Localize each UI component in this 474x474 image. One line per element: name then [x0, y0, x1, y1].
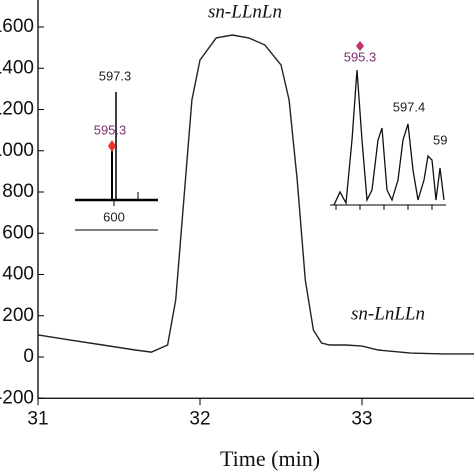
- inset-label: 597.3: [99, 68, 132, 83]
- y-tick-label: 1600: [0, 16, 34, 37]
- line: [37, 34, 474, 355]
- inset-marker: [108, 140, 116, 152]
- x-tick-label: 31: [27, 408, 48, 429]
- y-tick-label: 600: [2, 222, 34, 243]
- inset-label: 597.4: [393, 99, 426, 114]
- x-axis-label: Time (min): [220, 446, 320, 471]
- inset-trace: [333, 69, 445, 206]
- x-tick-label: 32: [189, 408, 210, 429]
- y-tick-label: 0: [23, 346, 34, 367]
- y-tick-label: -200: [0, 387, 34, 408]
- y-tick-label: 1200: [0, 99, 34, 120]
- y-tick-label: 1400: [0, 57, 34, 78]
- y-tick-label: 1000: [0, 140, 34, 161]
- inset-left: 597.3 595.3 600: [75, 68, 158, 231]
- inset-right: 595.3 597.4 59: [330, 41, 447, 210]
- y-tick-label: 400: [2, 264, 34, 285]
- y-tick-label: 800: [2, 181, 34, 202]
- y-tick-label: 200: [2, 305, 34, 326]
- x-tick-label: 33: [351, 408, 372, 429]
- inset-label: 595.3: [344, 49, 377, 64]
- inset-marker: [356, 41, 364, 51]
- inset-label: 595.3: [94, 122, 127, 137]
- inset-label: 59: [433, 132, 447, 147]
- inset-axis-label: 600: [103, 209, 125, 224]
- annotation: sn-LLnLn: [208, 1, 282, 22]
- annotation: sn-LnLLn: [351, 303, 425, 324]
